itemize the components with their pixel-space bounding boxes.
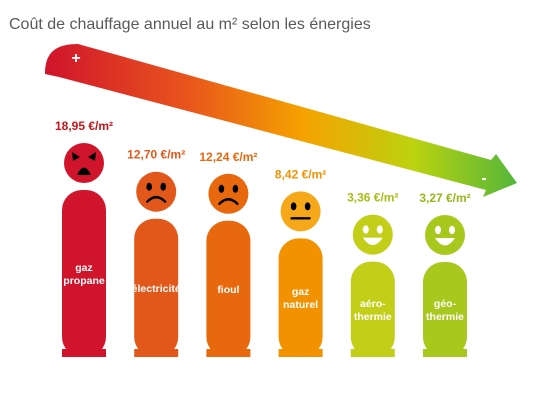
face-eye — [304, 202, 311, 211]
bar-category-line: gaz — [75, 262, 93, 274]
bar — [134, 218, 179, 357]
face-mouth — [218, 198, 239, 206]
chart-title: Coût de chauffage annuel au m² selon les… — [9, 16, 371, 33]
bar-value-label: 3,27 €/m² — [419, 191, 470, 205]
face-mouth — [435, 238, 455, 246]
bar-category-label: fioul — [217, 284, 239, 296]
bar-category-label: aéro-thermie — [354, 298, 392, 323]
face-eye — [232, 184, 239, 193]
trend-arrow — [45, 44, 517, 197]
bar-category-line: thermie — [426, 311, 464, 323]
bar-category-line: propane — [63, 275, 105, 287]
face-icon — [64, 143, 104, 183]
bar-base — [350, 349, 395, 357]
face-eye — [146, 182, 152, 191]
bar-base — [134, 349, 179, 357]
arrow-minus-sign: - — [481, 170, 486, 187]
bar-value-label: 3,36 €/m² — [347, 191, 398, 205]
bar-base — [62, 349, 106, 357]
bar-category-line: thermie — [354, 311, 392, 323]
bar-category-line: géo- — [434, 298, 457, 310]
face-mouth — [146, 196, 167, 203]
face-icon — [352, 214, 393, 255]
face-mouth — [77, 167, 91, 175]
bar-category-line: naturel — [283, 299, 318, 311]
bar-base — [278, 349, 323, 357]
face-eye — [160, 182, 166, 191]
bar-value-label: 18,95 €/m² — [55, 119, 113, 133]
bar-category-label: électricité — [132, 283, 181, 295]
bar — [423, 262, 467, 357]
bar-value-label: 12,70 €/m² — [127, 148, 185, 162]
bar-category-line: fioul — [217, 284, 239, 296]
face-eye — [376, 225, 383, 234]
bar — [278, 238, 323, 357]
face-icon — [208, 173, 249, 214]
face-icon — [280, 191, 321, 232]
bar — [62, 190, 106, 357]
bar-base — [206, 349, 251, 357]
bar-base — [423, 349, 467, 357]
bar-category-line: gaz — [292, 286, 310, 298]
face-icon — [425, 215, 465, 255]
face-icon — [136, 171, 177, 212]
bar-category-line: aéro- — [360, 298, 386, 310]
face-eye — [88, 152, 96, 161]
face-eye — [362, 225, 369, 234]
bar — [206, 220, 251, 357]
bar-category-label: géo-thermie — [426, 298, 464, 323]
face-eye — [435, 225, 441, 235]
face-eye — [290, 202, 297, 211]
face-eye — [449, 225, 455, 235]
bar — [350, 261, 395, 357]
arrow-plus-sign: + — [71, 50, 80, 67]
bar-category-line: électricité — [132, 283, 181, 295]
face-eye — [218, 184, 225, 193]
bar-value-label: 8,42 €/m² — [275, 167, 326, 181]
bar-value-label: 12,24 €/m² — [199, 150, 257, 164]
face-eye — [72, 152, 80, 161]
bar-category-label: gaz naturel — [283, 286, 318, 311]
bar-category-label: gaz propane — [63, 262, 105, 287]
face-mouth — [362, 237, 383, 246]
